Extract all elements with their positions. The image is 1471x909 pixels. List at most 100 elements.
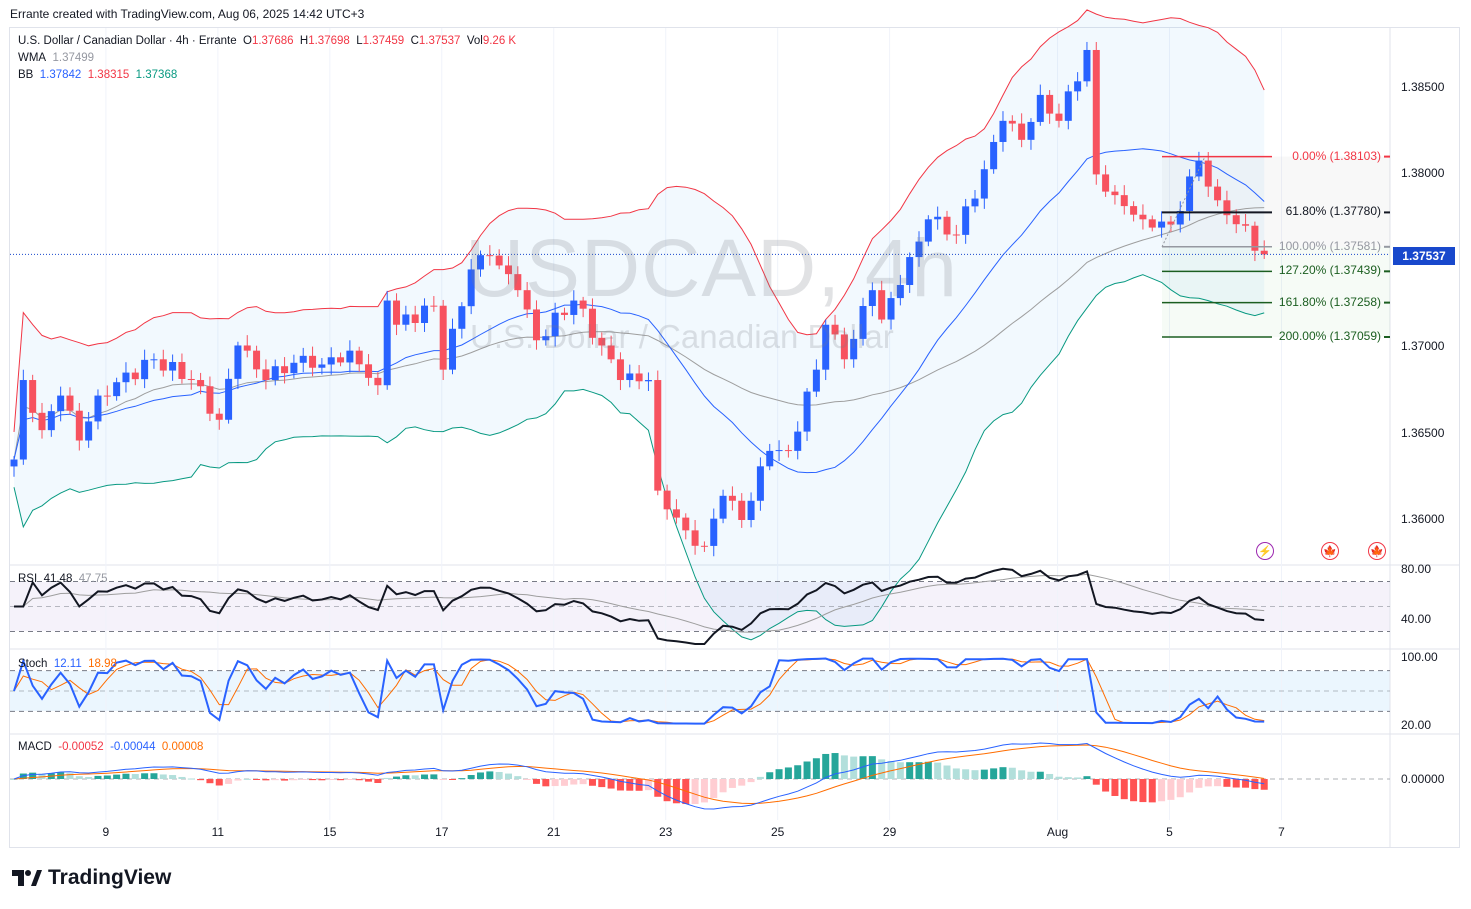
macd-histogram-bar <box>393 776 401 779</box>
macd-histogram-bar <box>1148 779 1156 803</box>
macd-histogram-bar <box>337 779 345 781</box>
candle-body <box>1223 200 1231 216</box>
candle-body <box>187 378 195 381</box>
bb-legend[interactable]: BB 1.37842 1.38315 1.37368 <box>18 69 177 81</box>
candle-body <box>1251 225 1259 251</box>
candle-body <box>159 359 167 371</box>
macd-histogram-bar <box>784 767 792 779</box>
wma-legend[interactable]: WMA 1.37499 <box>18 52 94 64</box>
candle-body <box>616 359 624 381</box>
candle-body <box>691 530 699 546</box>
macd-histogram-bar <box>850 756 858 779</box>
macd-histogram-bar <box>896 762 904 779</box>
macd-histogram-bar <box>952 768 960 779</box>
time-tick-label: 17 <box>435 825 449 839</box>
tradingview-logo[interactable]: TradingView <box>12 866 171 890</box>
chart-frame <box>9 27 1460 848</box>
macd-histogram-bar <box>924 761 932 779</box>
candle-body <box>309 355 317 368</box>
macd-histogram-bar <box>756 776 764 779</box>
canada-flag-event-icon[interactable]: 🍁 <box>1321 542 1339 560</box>
candle-body <box>784 450 792 452</box>
macd-histogram-bar <box>626 779 634 791</box>
macd-histogram-bar <box>700 779 708 803</box>
macd-histogram-bar <box>327 779 335 780</box>
time-tick-label: 23 <box>659 825 673 839</box>
candle-body <box>868 290 876 307</box>
macd-histogram-bar <box>206 779 214 784</box>
symbol-title: U.S. Dollar / Canadian Dollar · 4h · Err… <box>18 35 237 47</box>
macd-histogram-bar <box>654 779 662 797</box>
bb-lower-value: 1.37368 <box>135 69 178 81</box>
tradingview-logo-icon <box>12 870 42 886</box>
open-value: 1.37686 <box>251 35 294 47</box>
candle-body <box>579 300 587 309</box>
macd-histogram-bar <box>588 779 596 786</box>
wma-label: WMA <box>18 52 47 64</box>
candle-body <box>411 314 419 323</box>
candle-body <box>430 305 438 307</box>
macd-histogram-bar <box>131 774 139 779</box>
macd-histogram-bar <box>962 769 970 779</box>
macd-histogram-bar <box>234 779 242 781</box>
macd-histogram-bar <box>514 776 522 779</box>
stoch-legend[interactable]: Stoch 12.11 18.98 <box>18 658 117 670</box>
canada-flag-event-icon[interactable]: 🍁 <box>1368 542 1386 560</box>
candle-body <box>75 410 83 441</box>
candle-body <box>1055 113 1063 121</box>
rsi-label: RSI <box>18 573 38 585</box>
candle-body <box>477 255 484 270</box>
macd-histogram-bar <box>187 778 195 780</box>
candle-body <box>1008 120 1016 124</box>
macd-legend[interactable]: MACD -0.00052 -0.00044 0.00008 <box>18 741 203 753</box>
macd-histogram-bar <box>262 779 270 781</box>
bb-upper-value: 1.38315 <box>87 69 130 81</box>
macd-histogram-bar <box>122 773 130 779</box>
macd-histogram-bar <box>747 779 755 783</box>
candle-body <box>318 364 326 368</box>
candle-body <box>281 366 289 374</box>
volume-value: 9.26 K <box>482 35 517 47</box>
macd-histogram-bar <box>775 769 783 779</box>
candle-body <box>402 314 410 325</box>
candle-body <box>449 328 457 370</box>
symbol-legend: U.S. Dollar / Canadian Dollar · 4h · Err… <box>18 35 516 47</box>
bb-basis-line <box>13 148 1265 474</box>
candle-body <box>1176 210 1184 225</box>
macd-histogram-bar <box>477 772 484 779</box>
candle-body <box>878 290 886 320</box>
macd-histogram-bar <box>644 779 652 791</box>
candle-body <box>990 141 998 170</box>
candle-body <box>915 241 923 258</box>
time-tick-label: 5 <box>1166 825 1173 839</box>
macd-histogram-bar <box>374 779 382 783</box>
candle-body <box>38 412 46 431</box>
low-value: 1.37459 <box>362 35 405 47</box>
macd-histogram-bar <box>113 774 121 779</box>
macd-histogram-bar <box>1064 777 1072 779</box>
rsi-legend[interactable]: RSI 41.48 47.75 <box>18 573 108 585</box>
candle-body <box>644 380 652 382</box>
macd-label: MACD <box>18 741 52 753</box>
candle-body <box>1018 123 1026 140</box>
candle-body <box>10 459 18 467</box>
candle-body <box>85 421 93 441</box>
macd-histogram-bar <box>1242 779 1250 788</box>
stoch-k-value: 12.11 <box>53 658 82 670</box>
macd-histogram-bar <box>738 779 746 786</box>
macd-histogram-bar <box>1130 779 1138 802</box>
candle-body <box>934 216 942 220</box>
candle-body <box>756 466 764 501</box>
candle-body <box>672 509 680 518</box>
macd-histogram-bar <box>430 774 438 779</box>
candle-body <box>439 305 447 370</box>
candle-body <box>859 306 867 339</box>
high-value: 1.37698 <box>308 35 350 47</box>
candle-body <box>253 350 261 370</box>
macd-histogram-bar <box>486 771 494 779</box>
macd-line <box>13 742 1265 810</box>
macd-histogram-bar <box>458 778 466 780</box>
lightning-event-icon[interactable]: ⚡ <box>1256 542 1274 560</box>
